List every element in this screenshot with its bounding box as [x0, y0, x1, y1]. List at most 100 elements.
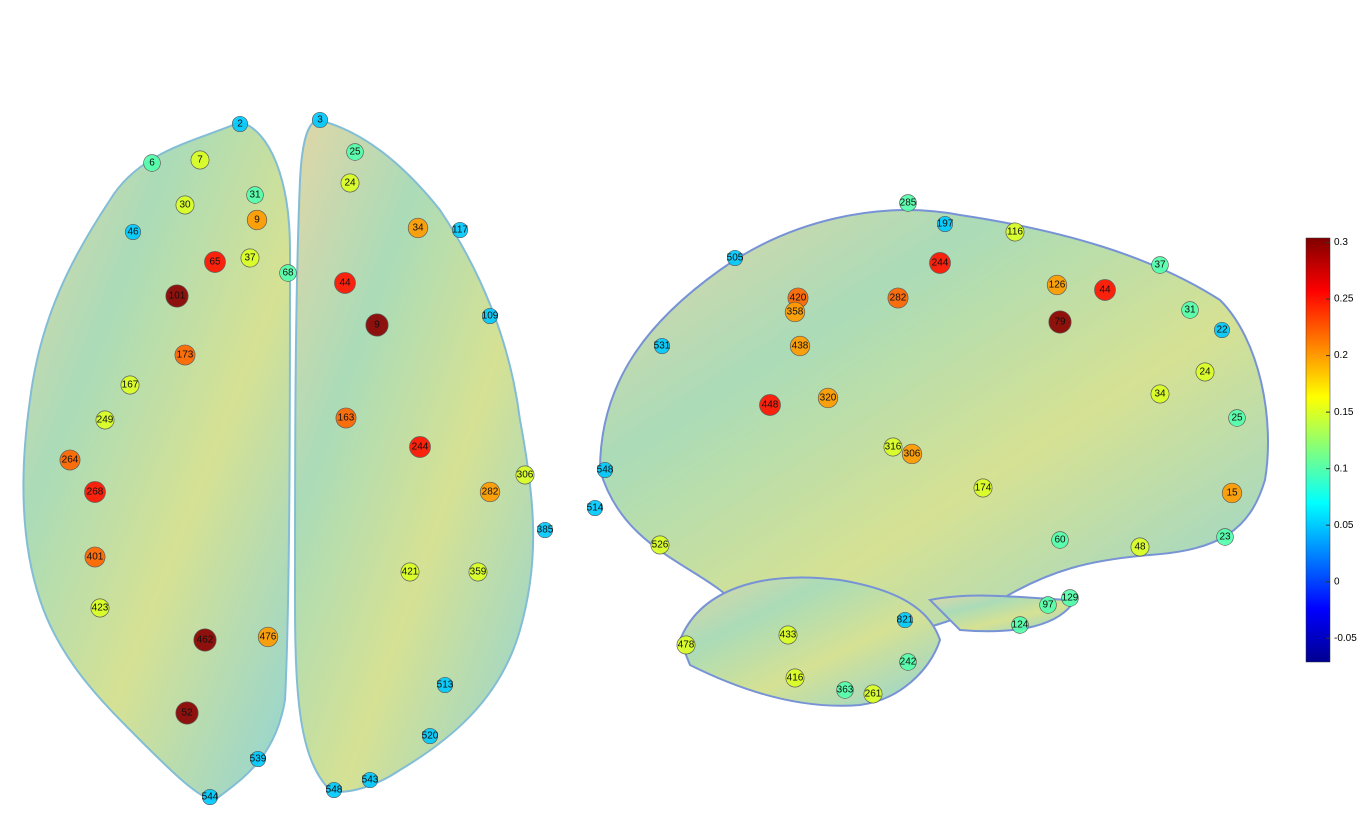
node: [257, 626, 279, 648]
node: [340, 173, 360, 193]
node-label: 420: [790, 293, 807, 304]
brain-surfaces: [22, 118, 1269, 802]
node: [536, 521, 554, 539]
node: [1221, 482, 1243, 504]
node-label: 68: [282, 268, 294, 279]
node-label: 401: [87, 552, 104, 563]
node-label: 531: [654, 341, 671, 352]
node-label: 37: [244, 253, 256, 264]
node: [596, 461, 614, 479]
node: [335, 407, 357, 429]
node-label: 65: [209, 257, 221, 268]
node: [201, 788, 219, 806]
node-label: 7: [197, 155, 203, 166]
node: [193, 628, 217, 652]
node-label: 3: [317, 115, 323, 126]
node-label: 174: [975, 483, 992, 494]
colorbar-tick-label: -0.05: [1334, 633, 1357, 644]
node-label: 358: [787, 307, 804, 318]
node-label: 44: [339, 278, 351, 289]
node-label: 23: [1219, 532, 1231, 543]
node-label: 385: [537, 525, 554, 536]
node-label: 31: [1184, 305, 1196, 316]
node-label: 520: [422, 731, 439, 742]
node-label: 423: [92, 603, 109, 614]
node-label: 22: [1216, 325, 1228, 336]
node: [120, 375, 140, 395]
node: [346, 143, 364, 161]
node: [1051, 531, 1069, 549]
node-label: 109: [482, 311, 499, 322]
colorbar-tick-label: 0.1: [1334, 463, 1348, 474]
node: [1150, 384, 1170, 404]
node: [1181, 301, 1199, 319]
node-label: 249: [97, 415, 114, 426]
node-label: 30: [179, 200, 191, 211]
node: [726, 249, 744, 267]
node: [59, 449, 81, 471]
node-label: 124: [1012, 620, 1029, 631]
node-label: 34: [412, 223, 424, 234]
node-label: 52: [181, 708, 193, 719]
node: [899, 194, 917, 212]
node-label: 548: [597, 465, 614, 476]
node: [778, 625, 798, 645]
node: [929, 252, 951, 274]
node-label: 244: [932, 258, 949, 269]
node-label: 48: [1134, 542, 1146, 553]
node-label: 282: [482, 487, 499, 498]
node-label: 167: [122, 380, 139, 391]
node: [249, 750, 267, 768]
node-label: 316: [885, 442, 902, 453]
node-label: 462: [197, 635, 214, 646]
node: [409, 436, 431, 458]
node-label: 25: [1231, 413, 1243, 424]
node: [175, 195, 195, 215]
node-label: 539: [250, 754, 267, 765]
node-label: 244: [412, 442, 429, 453]
node: [1039, 596, 1057, 614]
node: [785, 668, 805, 688]
sagittal-view: 285 197 244 116 505 44 37 31 22 79 126 282 420 358 438…: [586, 194, 1246, 704]
node-label: 44: [1099, 285, 1111, 296]
node-label: 543: [362, 775, 379, 786]
node-label: 60: [1054, 535, 1066, 546]
node-label: 526: [652, 540, 669, 551]
node: [365, 313, 389, 337]
node: [1005, 222, 1025, 242]
node: [1130, 537, 1150, 557]
node-label: 37: [1154, 260, 1166, 271]
node: [421, 727, 439, 745]
node: [883, 437, 903, 457]
node-label: 97: [1042, 600, 1054, 611]
node: [789, 335, 811, 357]
node: [84, 546, 106, 568]
node: [936, 215, 954, 233]
node: [95, 410, 115, 430]
node: [1094, 279, 1116, 301]
node: [204, 251, 226, 273]
node-label: 821: [897, 615, 914, 626]
node: [887, 287, 909, 309]
node: [650, 535, 670, 555]
node: [586, 499, 604, 517]
node: [1011, 616, 1029, 634]
node: [863, 684, 883, 704]
node-label: 197: [937, 219, 954, 230]
node-label: 126: [1049, 280, 1066, 291]
node: [1213, 321, 1231, 339]
node-label: 285: [900, 198, 917, 209]
node-label: 173: [177, 350, 194, 361]
node: [1061, 589, 1079, 607]
node-label: 416: [787, 673, 804, 684]
node-label: 6: [149, 158, 155, 169]
node-label: 306: [904, 449, 921, 460]
left-hemisphere: [22, 120, 292, 802]
node-label: 363: [837, 685, 854, 696]
colorbar-gradient: [1305, 237, 1331, 663]
node-label: 46: [127, 227, 139, 238]
colorbar-tick-label: 0.3: [1334, 237, 1348, 248]
node-label: 24: [344, 178, 356, 189]
node-label: 129: [1062, 593, 1079, 604]
